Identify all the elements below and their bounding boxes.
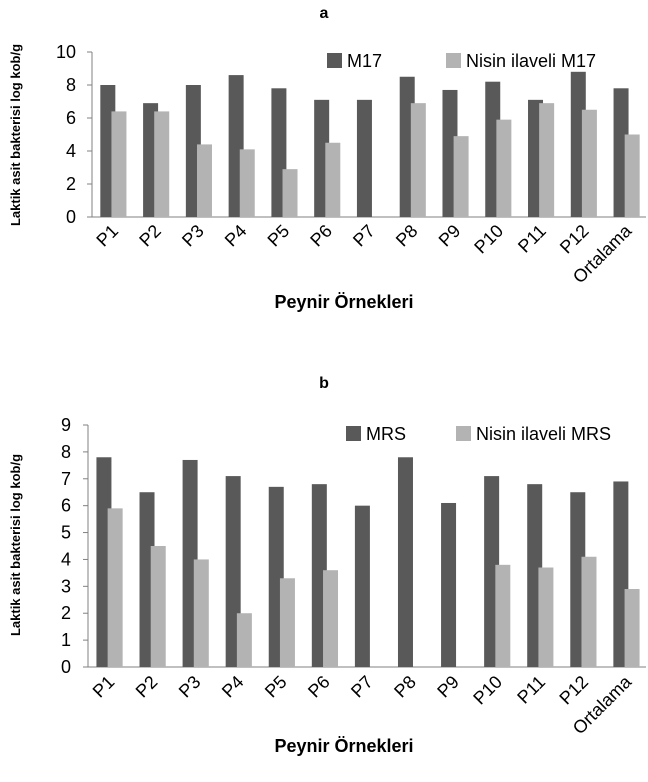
panel-b-bar-series2 xyxy=(495,564,511,667)
panel-b-y-tick-label: 8 xyxy=(61,442,71,462)
panel-a-y-tick-label: 0 xyxy=(66,207,76,227)
panel-a-x-tick-label: P10 xyxy=(470,221,507,258)
panel-a-x-axis-label: Peynir Örnekleri xyxy=(274,292,413,312)
panel-b-x-tick-label: P12 xyxy=(555,672,592,709)
panel-a-x-tick-label: P9 xyxy=(435,221,465,251)
panel-a-legend-swatch xyxy=(446,53,461,68)
panel-a-x-tick-label: P8 xyxy=(392,221,422,251)
panel-a-y-tick-label: 2 xyxy=(66,174,76,194)
panel-a-x-tick-label: P6 xyxy=(306,221,336,251)
panel-b-y-tick-label: 9 xyxy=(61,415,71,435)
panel-a-bar-series2 xyxy=(239,149,255,217)
panel-a-title: a xyxy=(320,5,329,22)
panel-b-legend-swatch xyxy=(456,426,471,441)
panel-a-bar-series2 xyxy=(496,119,512,217)
panel-a-x-tick-label: P7 xyxy=(349,221,379,251)
panel-a-bar-series2 xyxy=(539,103,555,217)
panel-b-bar-series2 xyxy=(624,589,640,667)
panel-b-bar-series2 xyxy=(538,567,554,667)
panel-b-y-axis-label: Laktik asit bakterisi log kob/g xyxy=(8,454,23,636)
panel-a-bar-series2 xyxy=(410,103,426,217)
panel-a-legend-label: Nisin ilaveli M17 xyxy=(466,51,596,71)
panel-a-bar-series2 xyxy=(325,142,341,217)
panel-a-bar-series2 xyxy=(154,111,170,217)
panel-b-bar-series1 xyxy=(354,505,370,667)
panel-b-y-tick-label: 2 xyxy=(61,603,71,623)
panel-a-bar-series2 xyxy=(196,144,212,217)
panel-a-legend-label: M17 xyxy=(347,51,382,71)
panel-b-bar-series2 xyxy=(150,546,166,667)
panel-b-y-tick-label: 7 xyxy=(61,469,71,489)
panel-a-x-tick-label: P4 xyxy=(221,221,251,251)
panel-b-x-tick-label: P5 xyxy=(261,672,291,702)
panel-a-y-tick-label: 4 xyxy=(66,141,76,161)
panel-a-bar-series2 xyxy=(581,109,597,217)
panel-b-x-tick-label: P9 xyxy=(433,672,463,702)
panel-b-y-tick-label: 5 xyxy=(61,523,71,543)
panel-b-x-tick-label: P7 xyxy=(347,672,377,702)
panel-a-bar-series2 xyxy=(282,169,298,217)
panel-a-x-tick-label: P3 xyxy=(178,221,208,251)
panel-a-bar-series1 xyxy=(356,99,372,217)
panel-b-bar-series1 xyxy=(397,457,413,667)
panel-b-legend-label: MRS xyxy=(366,424,406,444)
panel-b-bar-series2 xyxy=(581,556,597,667)
panel-a-y-tick-label: 8 xyxy=(66,75,76,95)
panel-b-y-tick-label: 1 xyxy=(61,630,71,650)
panel-b-bar-series2 xyxy=(193,559,209,667)
panel-b-y-tick-label: 3 xyxy=(61,576,71,596)
panel-b-x-tick-label: P4 xyxy=(218,672,248,702)
panel-b-bar-series2 xyxy=(236,613,252,667)
panel-a-x-tick-label: P5 xyxy=(264,221,294,251)
panel-b-x-tick-label: P10 xyxy=(469,672,506,709)
panel-a-x-tick-label: P12 xyxy=(556,221,593,258)
panel-a-bar-series2 xyxy=(453,136,469,217)
panel-a-y-tick-label: 10 xyxy=(56,42,76,62)
panel-b-x-tick-label: P6 xyxy=(304,672,334,702)
panel-a-legend-swatch xyxy=(327,53,342,68)
panel-a-x-tick-label: P1 xyxy=(92,221,122,251)
panel-b-x-tick-label: P1 xyxy=(89,672,119,702)
panel-b-y-tick-label: 0 xyxy=(61,657,71,677)
panel-b-y-tick-label: 4 xyxy=(61,549,71,569)
panel-b-bar-series1 xyxy=(441,502,457,667)
panel-b-x-tick-label: P8 xyxy=(390,672,420,702)
panel-a-x-tick-label: P2 xyxy=(135,221,165,251)
panel-a-x-tick-label: P11 xyxy=(514,221,550,257)
panel-b-x-axis-label: Peynir Örnekleri xyxy=(274,736,413,756)
panel-a-y-axis-label: Laktik asit bakterisi log kob/g xyxy=(8,44,23,226)
panel-b-legend-label: Nisin ilaveli MRS xyxy=(476,424,611,444)
panel-b-title: b xyxy=(319,375,329,392)
panel-a-bar-series2 xyxy=(624,134,640,217)
panel-b-bar-series2 xyxy=(323,570,339,667)
panel-b-x-tick-label: P3 xyxy=(175,672,205,702)
panel-b-x-tick-label: P2 xyxy=(132,672,162,702)
panel-b-bar-series2 xyxy=(279,578,295,667)
panel-b-legend-swatch xyxy=(346,426,361,441)
panel-a-y-tick-label: 6 xyxy=(66,108,76,128)
panel-b-bar-series2 xyxy=(107,508,123,667)
panel-b-x-tick-label: P11 xyxy=(513,672,549,708)
panel-a-bar-series2 xyxy=(111,111,127,217)
panel-b-y-tick-label: 6 xyxy=(61,496,71,516)
